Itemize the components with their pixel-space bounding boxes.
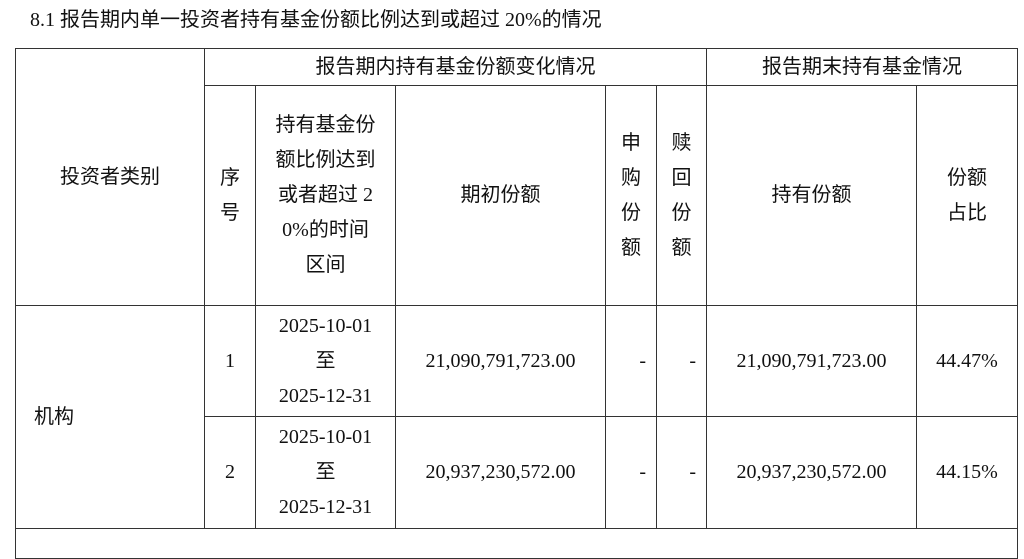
header-seq: 序号 bbox=[204, 85, 256, 306]
header-change-group: 报告期内持有基金份额变化情况 bbox=[204, 48, 707, 86]
table-row: 2 2025-10-01 至 2025-12-31 20,937,230,572.0… bbox=[16, 416, 1018, 529]
header-holding: 持有份额 bbox=[706, 85, 917, 306]
investor-table: 投资者类别 报告期内持有基金份额变化情况 报告期末持有基金情况 序号 持有基金份… bbox=[15, 48, 1018, 559]
header-ratio: 份额占比 bbox=[916, 85, 1018, 306]
header-interval: 持有基金份额比例达到或者超过 20%的时间区间 bbox=[255, 85, 396, 306]
table-row: 机构 1 2025-10-01 至 2025-12-31 21,090,791,72… bbox=[15, 305, 1018, 529]
seq-cell: 2 bbox=[204, 416, 256, 529]
header-subscribe: 申购份额 bbox=[605, 85, 657, 306]
holding-cell: 20,937,230,572.00 bbox=[706, 416, 917, 529]
table-row-next bbox=[15, 528, 1018, 559]
next-row-cell bbox=[15, 528, 1018, 559]
subscribe-cell: - bbox=[605, 305, 657, 417]
header-redeem: 赎回份额 bbox=[656, 85, 707, 306]
header-investor-type: 投资者类别 bbox=[15, 48, 205, 306]
ratio-cell: 44.47% bbox=[916, 305, 1018, 417]
subscribe-cell: - bbox=[605, 416, 657, 529]
ratio-cell: 44.15% bbox=[916, 416, 1018, 529]
header-end-group: 报告期末持有基金情况 bbox=[706, 48, 1018, 86]
initial-cell: 21,090,791,723.00 bbox=[395, 305, 606, 417]
seq-cell: 1 bbox=[204, 305, 256, 417]
interval-cell: 2025-10-01 至 2025-12-31 bbox=[255, 416, 396, 529]
holding-cell: 21,090,791,723.00 bbox=[706, 305, 917, 417]
redeem-cell: - bbox=[656, 416, 707, 529]
investor-type-cell: 机构 bbox=[15, 305, 205, 529]
section-title: 8.1 报告期内单一投资者持有基金份额比例达到或超过 20%的情况 bbox=[30, 9, 602, 31]
initial-cell: 20,937,230,572.00 bbox=[395, 416, 606, 529]
header-initial: 期初份额 bbox=[395, 85, 606, 306]
redeem-cell: - bbox=[656, 305, 707, 417]
interval-cell: 2025-10-01 至 2025-12-31 bbox=[255, 305, 396, 417]
